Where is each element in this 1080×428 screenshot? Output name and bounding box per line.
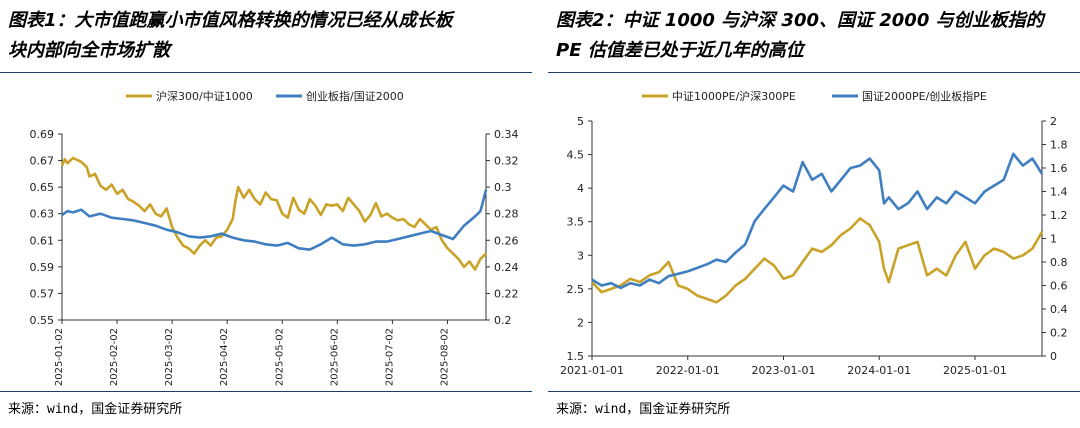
x-tick-label: 2025-01-02	[54, 328, 65, 386]
y-tick-label-right: 0.6	[1050, 280, 1068, 293]
y-tick-label-left: 2	[577, 316, 584, 329]
y-tick-label-left: 4	[577, 182, 584, 195]
title-line-2: 块内部向全市场扩散	[8, 40, 170, 61]
y-tick-label-left: 3	[577, 249, 584, 262]
y-tick-label-left: 0.61	[30, 234, 55, 247]
y-tick-label-right: 0.24	[494, 261, 519, 274]
x-tick-label: 2025-06-02	[329, 328, 340, 386]
y-tick-label-right: 1.8	[1050, 139, 1068, 152]
chart-canvas: 中证1000PE/沪深300PE 国证2000PE/创业板指PE 5 4.5 4 3.5 3…	[560, 89, 1068, 377]
x-tick-label: 2021-01-01	[560, 364, 624, 377]
series-line	[61, 189, 488, 251]
title-line-2: PE 估值差已处于近几年的高位	[556, 40, 804, 61]
chart-panel-2: 图表2：中证 1000 与沪深 300、国证 2000 与创业板指的 PE 估值…	[548, 0, 1080, 428]
legend-label: 沪深300/中证1000	[156, 89, 253, 103]
y-tick-label-left: 0.55	[30, 314, 55, 327]
y-tick-label-right: 0	[1050, 350, 1057, 363]
chart-title: 图表1：大市值跑赢小市值风格转换的情况已经从成长板 块内部向全市场扩散	[8, 6, 528, 66]
y-tick-label-right: 0.4	[1050, 303, 1068, 316]
x-tick-label: 2025-02-02	[109, 328, 120, 386]
y-tick-label-right: 0.34	[494, 128, 519, 141]
legend-label: 中证1000PE/沪深300PE	[672, 89, 796, 103]
y-tick-label-right: 0.2	[1050, 327, 1068, 340]
y-tick-label-right: 0.28	[494, 208, 519, 221]
y-tick-label-right: 0.32	[494, 155, 519, 168]
chart-canvas: 沪深300/中证1000 创业板指/国证2000 0.69 0.67 0.65 0.63 0…	[30, 89, 519, 386]
series-line	[591, 152, 1044, 290]
series-line	[591, 217, 1044, 304]
y-tick-label-left: 1.5	[567, 350, 585, 363]
x-tick-label: 2025-08-02	[439, 328, 450, 386]
x-tick-label: 2025-01-01	[943, 364, 1007, 377]
divider-bottom	[0, 391, 532, 392]
y-tick-label-right: 1.6	[1050, 162, 1068, 175]
y-tick-label-left: 0.57	[30, 287, 55, 300]
y-tick-label-right: 1	[1050, 233, 1057, 246]
divider-top	[0, 72, 532, 73]
y-tick-label-left: 5	[577, 115, 584, 128]
x-tick-label: 2023-01-01	[752, 364, 816, 377]
x-tick-label: 2025-07-02	[384, 328, 395, 386]
divider-bottom	[548, 391, 1080, 392]
y-tick-label-left: 0.67	[30, 155, 55, 168]
chart-panel-1: 图表1：大市值跑赢小市值风格转换的情况已经从成长板 块内部向全市场扩散 沪深30…	[0, 0, 532, 428]
y-tick-label-right: 0.2	[494, 314, 512, 327]
y-tick-label-right: 1.2	[1050, 209, 1068, 222]
y-tick-label-left: 0.65	[30, 181, 55, 194]
series-line	[60, 156, 487, 271]
y-tick-label-right: 0.8	[1050, 256, 1068, 269]
title-line-1: 图表1：大市值跑赢小市值风格转换的情况已经从成长板	[8, 10, 453, 31]
divider-top	[548, 72, 1080, 73]
y-tick-label-left: 2.5	[567, 283, 585, 296]
y-tick-label-right: 0.22	[494, 287, 519, 300]
y-tick-label-right: 1.4	[1050, 186, 1068, 199]
y-tick-label-left: 4.5	[567, 149, 585, 162]
y-tick-label-left: 0.59	[30, 261, 55, 274]
source-note: 来源：wind，国金证券研究所	[8, 402, 183, 417]
y-tick-label-right: 0.26	[494, 234, 519, 247]
source-note: 来源：wind，国金证券研究所	[556, 402, 731, 417]
title-line-1: 图表2：中证 1000 与沪深 300、国证 2000 与创业板指的	[556, 10, 1044, 31]
x-tick-label: 2022-01-01	[656, 364, 720, 377]
legend-label: 创业板指/国证2000	[306, 89, 404, 103]
x-tick-label: 2025-04-02	[219, 328, 230, 386]
x-tick-label: 2024-01-01	[847, 364, 911, 377]
y-tick-label-left: 0.69	[30, 128, 55, 141]
y-tick-label-left: 0.63	[30, 208, 55, 221]
y-tick-label-right: 0.3	[494, 181, 512, 194]
x-tick-label: 2025-05-02	[274, 328, 285, 386]
legend-label: 国证2000PE/创业板指PE	[862, 89, 987, 103]
chart-title: 图表2：中证 1000 与沪深 300、国证 2000 与创业板指的 PE 估值…	[556, 6, 1076, 66]
y-tick-label-right: 2	[1050, 115, 1057, 128]
y-tick-label-left: 3.5	[567, 216, 585, 229]
x-tick-label: 2025-03-02	[164, 328, 175, 386]
